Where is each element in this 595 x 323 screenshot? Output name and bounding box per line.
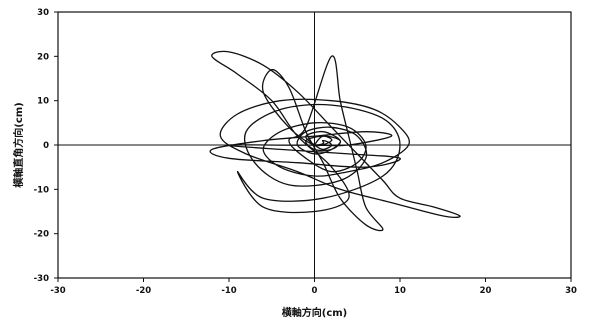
x-tick-group: -30 -20 -10 0 10 20 30: [50, 278, 577, 296]
x-tick-label: 0: [312, 286, 318, 296]
x-tick-label: 20: [480, 286, 492, 296]
y-tick-label: 20: [37, 52, 49, 62]
y-tick-group: -30 -20 -10 0 10 20 30: [34, 8, 58, 284]
y-tick-label: -10: [34, 185, 49, 195]
x-tick-label: 10: [394, 286, 406, 296]
y-tick-label: 10: [37, 97, 49, 107]
y-tick-label: 30: [37, 8, 49, 18]
x-tick-label: -10: [221, 286, 236, 296]
y-axis-title: 横軸直角方向(cm): [12, 102, 25, 188]
x-tick-label: -20: [136, 286, 151, 296]
x-tick-label: 30: [565, 286, 577, 296]
y-tick-label: -20: [34, 230, 49, 240]
y-tick-label: -30: [34, 274, 49, 284]
x-tick-label: -30: [50, 286, 65, 296]
trajectory-line: [209, 50, 461, 232]
x-axis-title: 横軸方向(cm): [282, 306, 348, 319]
y-tick-label: 0: [43, 141, 49, 151]
